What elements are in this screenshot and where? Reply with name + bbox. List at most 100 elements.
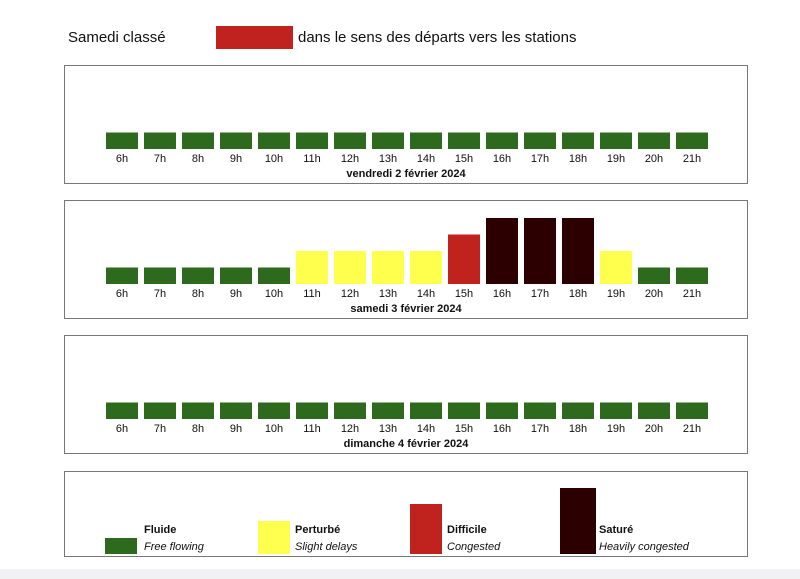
tick-label-11h: 11h (303, 288, 321, 300)
bar-13h (372, 251, 404, 284)
tick-label-7h: 7h (154, 423, 166, 435)
legend-swatch-difficile (410, 504, 442, 554)
tick-label-15h: 15h (455, 153, 473, 165)
bar-17h (524, 402, 556, 419)
bar-15h (448, 234, 480, 284)
legend-desc-fluide: Free flowing (144, 541, 204, 553)
tick-label-8h: 8h (192, 153, 204, 165)
tick-label-12h: 12h (341, 423, 359, 435)
bar-9h (220, 402, 252, 419)
tick-label-21h: 21h (683, 288, 701, 300)
legend-swatch-sature (560, 488, 596, 554)
tick-label-11h: 11h (303, 423, 321, 435)
tick-label-9h: 9h (230, 423, 242, 435)
tick-label-17h: 17h (531, 423, 549, 435)
tick-label-6h: 6h (116, 423, 128, 435)
bar-15h (448, 402, 480, 419)
tick-label-14h: 14h (417, 288, 435, 300)
legend-desc-perturbe: Slight delays (295, 541, 358, 553)
tick-label-16h: 16h (493, 423, 511, 435)
bar-19h (600, 251, 632, 284)
tick-label-18h: 18h (569, 288, 587, 300)
chart-title-sunday: dimanche 4 février 2024 (343, 438, 469, 450)
tick-label-20h: 20h (645, 288, 663, 300)
bar-8h (182, 402, 214, 419)
tick-label-13h: 13h (379, 288, 397, 300)
bar-10h (258, 132, 290, 149)
bar-7h (144, 132, 176, 149)
bar-6h (106, 132, 138, 149)
legend-swatch-perturbe (258, 521, 290, 554)
tick-label-7h: 7h (154, 288, 166, 300)
legend-name-perturbe: Perturbé (295, 524, 341, 536)
bar-21h (676, 132, 708, 149)
tick-label-21h: 21h (683, 423, 701, 435)
tick-label-13h: 13h (379, 423, 397, 435)
tick-label-20h: 20h (645, 153, 663, 165)
tick-label-11h: 11h (303, 153, 321, 165)
tick-label-12h: 12h (341, 288, 359, 300)
chart-panel-sunday: 6h 7h 8h 9h 10h 11h 12h 13h 14h 15h 16h 17h 18h 19h 20… (64, 335, 748, 454)
tick-label-9h: 9h (230, 288, 242, 300)
bar-7h (144, 267, 176, 284)
chart-title-saturday: samedi 3 février 2024 (350, 303, 462, 315)
bar-10h (258, 267, 290, 284)
tick-label-14h: 14h (417, 423, 435, 435)
tick-label-17h: 17h (531, 288, 549, 300)
tick-label-7h: 7h (154, 153, 166, 165)
bar-18h (562, 402, 594, 419)
tick-label-17h: 17h (531, 153, 549, 165)
bar-10h (258, 402, 290, 419)
bar-20h (638, 402, 670, 419)
tick-label-8h: 8h (192, 288, 204, 300)
tick-label-16h: 16h (493, 288, 511, 300)
bar-12h (334, 402, 366, 419)
bar-16h (486, 218, 518, 284)
bar-12h (334, 251, 366, 284)
tick-label-13h: 13h (379, 153, 397, 165)
bar-13h (372, 132, 404, 149)
legend: Fluide Free flowing Perturbé Slight dela… (64, 471, 748, 557)
header-title: Samedi classé (68, 29, 166, 46)
bar-12h (334, 132, 366, 149)
bar-11h (296, 402, 328, 419)
bar-16h (486, 402, 518, 419)
bar-18h (562, 132, 594, 149)
bar-6h (106, 402, 138, 419)
legend-name-fluide: Fluide (144, 524, 177, 536)
chart-sunday: 6h 7h 8h 9h 10h 11h 12h 13h 14h 15h 16h 17h 18h 19h 20… (106, 402, 708, 435)
tick-label-10h: 10h (265, 423, 283, 435)
legend-desc-difficile: Congested (447, 541, 501, 553)
chart-title-friday: vendredi 2 février 2024 (346, 168, 466, 180)
chart-panel-saturday: 6h 7h 8h 9h 10h 11h 12h 13h 14h 15h 16h 17h 18h 19h 20… (64, 200, 748, 319)
tick-label-9h: 9h (230, 153, 242, 165)
bar-9h (220, 267, 252, 284)
bar-8h (182, 132, 214, 149)
bar-8h (182, 267, 214, 284)
legend-name-difficile: Difficile (447, 524, 487, 536)
tick-label-12h: 12h (341, 153, 359, 165)
bar-14h (410, 402, 442, 419)
tick-label-19h: 19h (607, 423, 625, 435)
bar-7h (144, 402, 176, 419)
bar-14h (410, 132, 442, 149)
tick-label-18h: 18h (569, 153, 587, 165)
legend-swatch-fluide (105, 538, 137, 554)
bar-21h (676, 402, 708, 419)
bar-16h (486, 132, 518, 149)
legend-name-sature: Saturé (599, 524, 634, 536)
tick-label-16h: 16h (493, 153, 511, 165)
tick-label-15h: 15h (455, 288, 473, 300)
tick-label-6h: 6h (116, 288, 128, 300)
bar-6h (106, 267, 138, 284)
bar-18h (562, 218, 594, 284)
bar-11h (296, 251, 328, 284)
bar-21h (676, 267, 708, 284)
header-description: dans le sens des départs vers les statio… (298, 29, 577, 46)
legend-desc-sature: Heavily congested (599, 541, 689, 553)
header-color-swatch (216, 26, 293, 49)
bar-15h (448, 132, 480, 149)
bar-14h (410, 251, 442, 284)
chart-friday: 6h 7h 8h 9h 10h 11h 12h 13h 14h 15h 16h 17h 18h 19h 20… (106, 132, 708, 165)
bar-19h (600, 402, 632, 419)
